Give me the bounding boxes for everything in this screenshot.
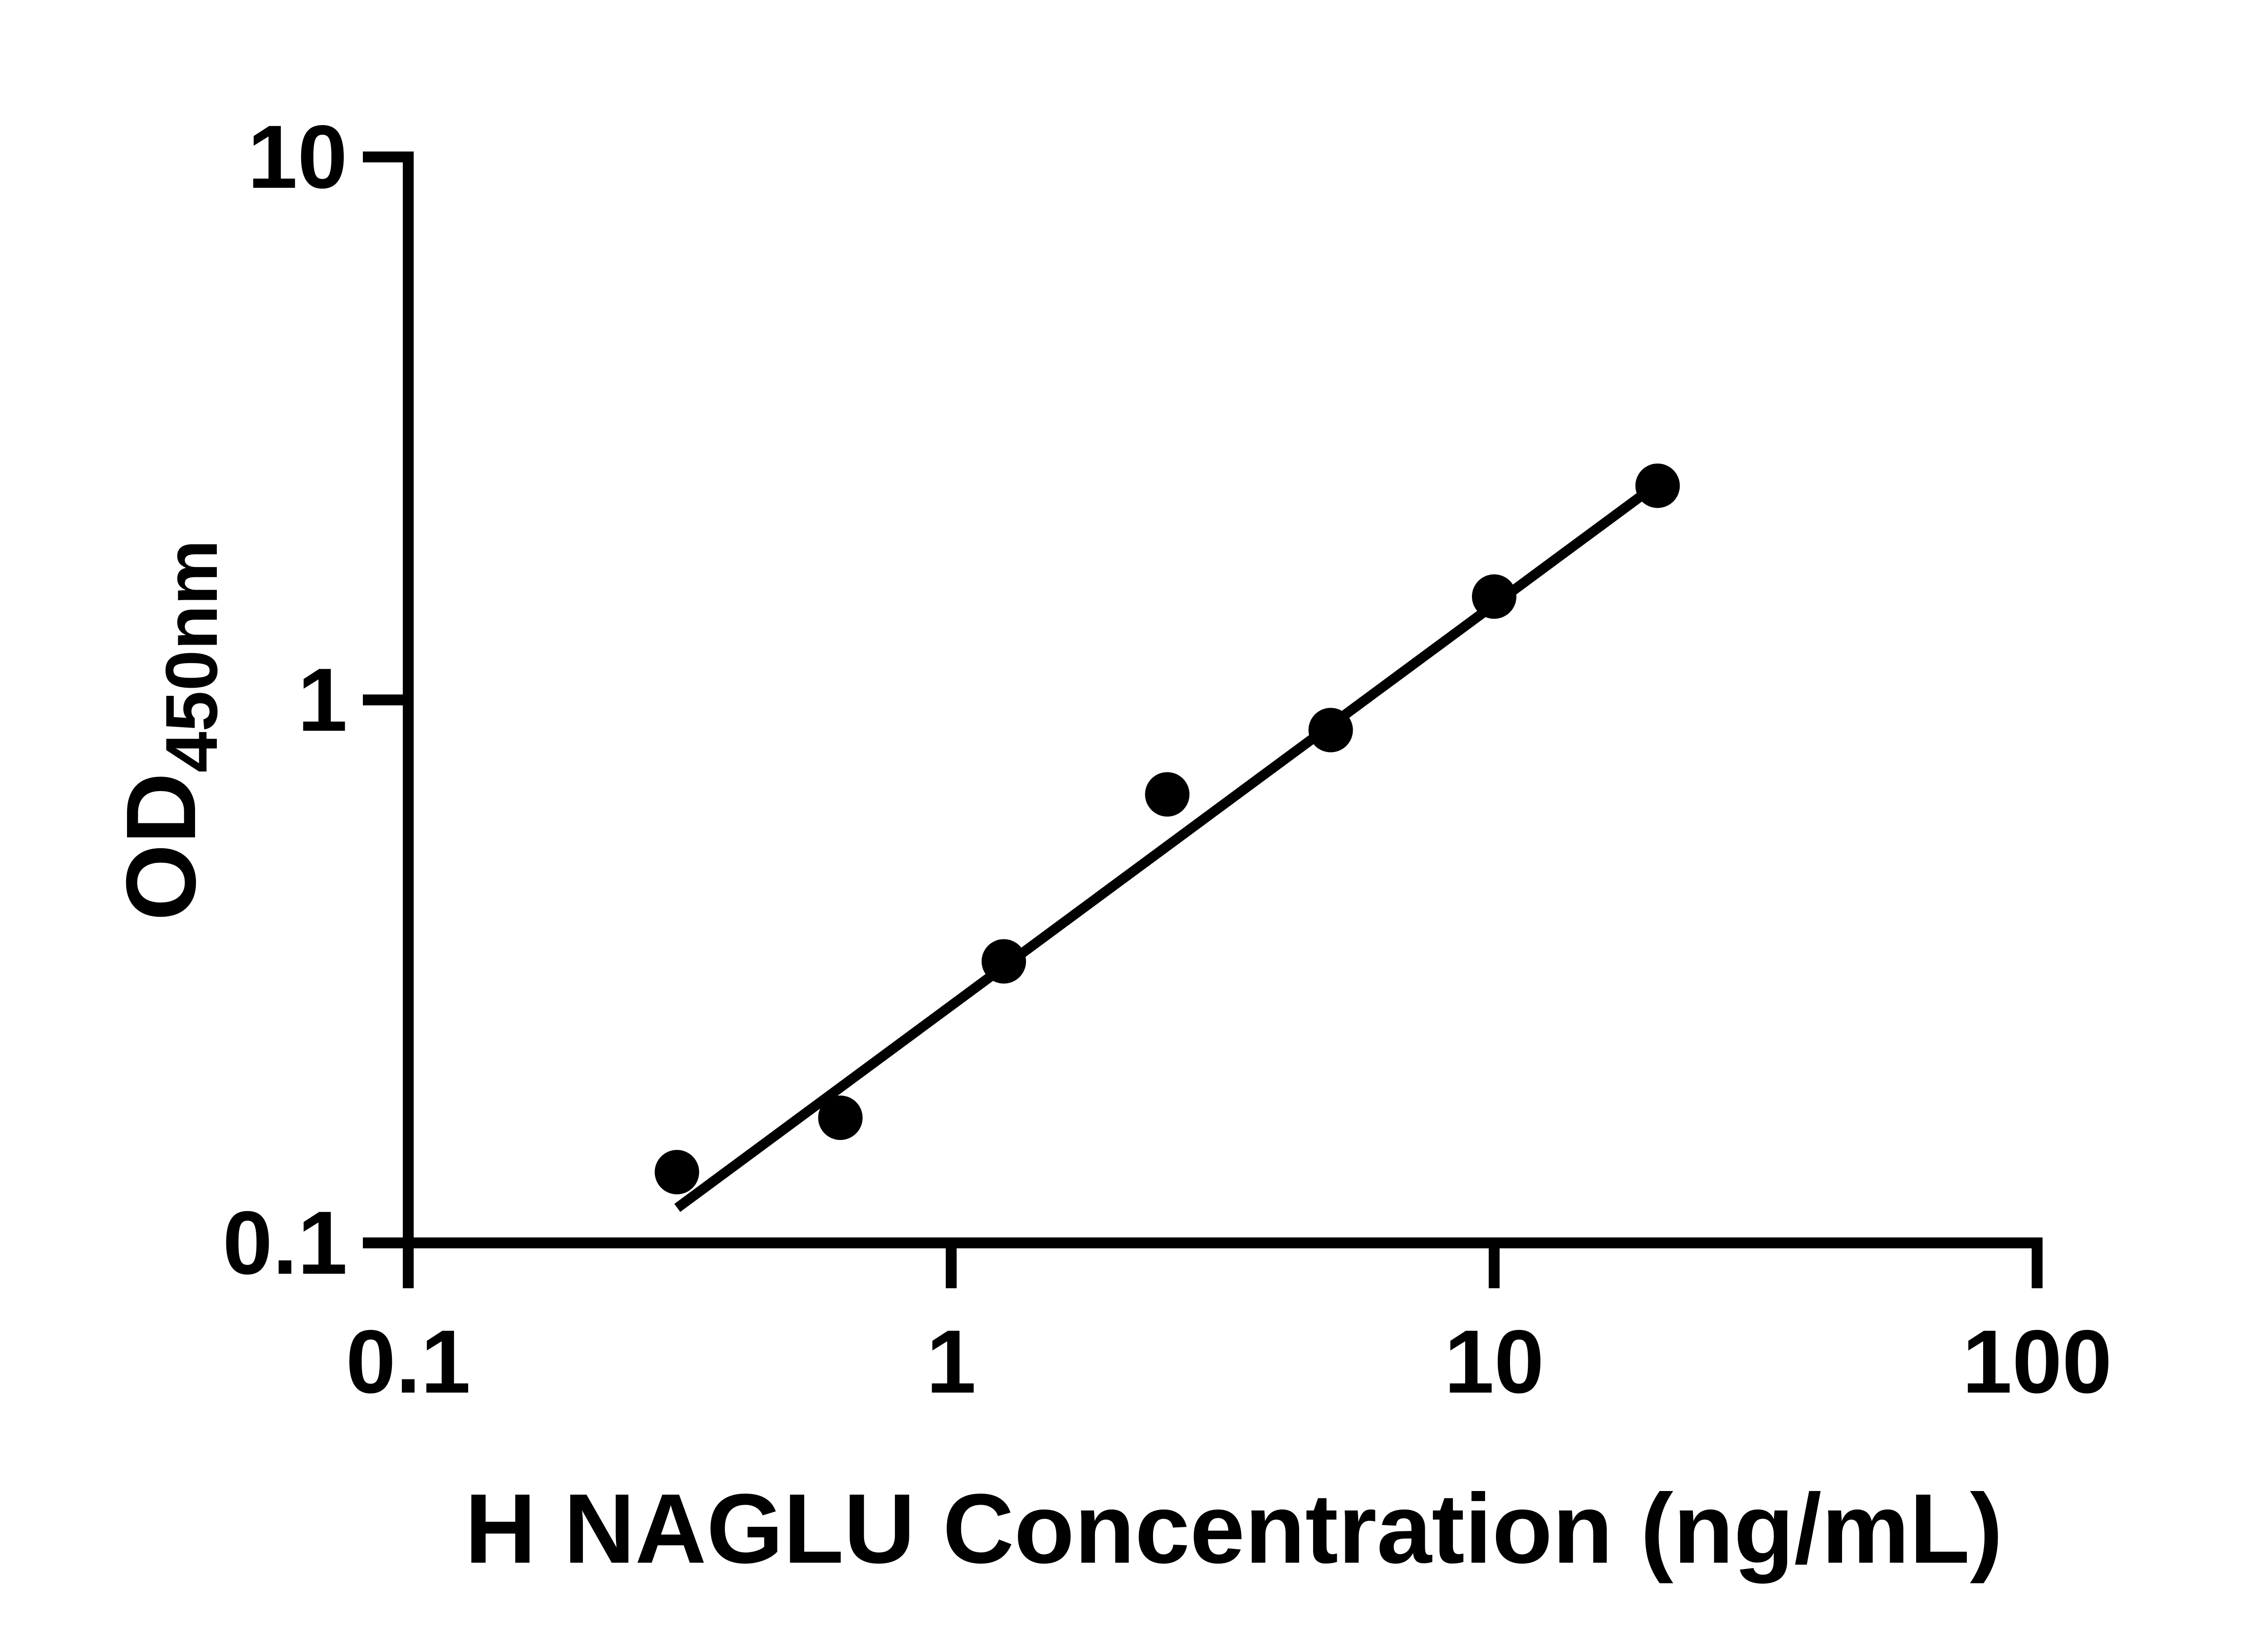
data-point — [1308, 708, 1353, 753]
data-point — [818, 1095, 863, 1140]
data-point — [655, 1149, 699, 1194]
data-point — [1635, 463, 1680, 508]
axis-tick-labels: 0.1 1 10 0.1 1 10 100 — [223, 107, 2112, 1412]
y-axis-title-subscript: 450nm — [151, 540, 233, 772]
x-tick-label: 1 — [926, 1311, 976, 1412]
x-tick-label: 10 — [1444, 1311, 1544, 1412]
x-axis-title: H NAGLU Concentration (ng/mL) — [465, 1474, 2003, 1584]
x-tick-label: 100 — [1962, 1311, 2112, 1412]
y-tick-label: 1 — [298, 650, 347, 750]
y-tick-label: 0.1 — [223, 1193, 347, 1293]
axis-ticks — [363, 152, 2043, 1288]
data-point — [1145, 772, 1190, 817]
x-tick-label: 0.1 — [346, 1311, 470, 1412]
y-axis-title: OD450nm — [106, 540, 233, 921]
plot-area — [655, 463, 1680, 1212]
data-point — [982, 939, 1026, 984]
y-tick-label: 10 — [248, 107, 347, 207]
y-axis-title-main: OD — [106, 772, 216, 921]
data-point — [1472, 574, 1516, 619]
